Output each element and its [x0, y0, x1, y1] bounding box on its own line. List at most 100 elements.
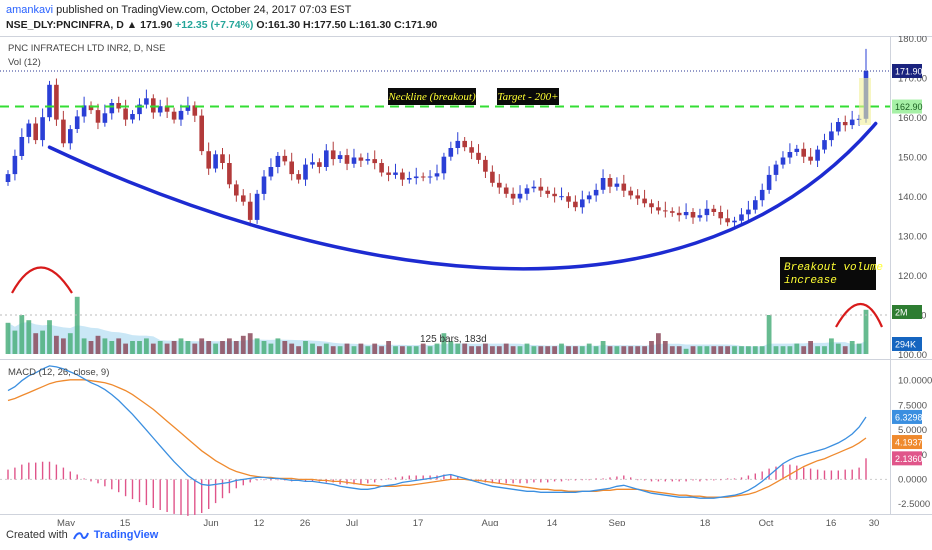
candle-body — [54, 84, 59, 120]
candle-body — [102, 113, 108, 123]
candle-body — [185, 105, 191, 111]
created-with-text: Created with — [6, 529, 68, 541]
macd-histogram-bar — [761, 471, 763, 480]
candle-body — [61, 119, 66, 144]
candle-body — [220, 154, 225, 163]
tradingview-brand[interactable]: TradingView — [93, 529, 159, 541]
macd-histogram-bar — [194, 479, 196, 515]
chart-svg: Neckline (breakout) Target - 200+ Breako… — [0, 36, 932, 526]
candle-body — [26, 123, 32, 137]
volume-bar — [233, 341, 239, 354]
candle-body — [725, 218, 730, 223]
candle-body — [130, 114, 135, 120]
volume-bar — [19, 315, 25, 354]
macd-histogram-bar — [560, 479, 563, 482]
candle-body — [517, 193, 523, 199]
volume-bar — [61, 338, 66, 354]
volume-bar — [552, 346, 557, 354]
macd-histogram-bar — [713, 479, 715, 481]
publish-line: amankavi published on TradingView.com, O… — [6, 4, 351, 16]
volume-bar — [752, 346, 758, 354]
macd-line — [7, 365, 867, 499]
candle-body — [400, 172, 405, 180]
published-text: published on TradingView.com, October 24… — [56, 4, 352, 16]
volume-bar — [842, 346, 848, 354]
candle-body — [635, 195, 640, 199]
volume-bar — [289, 343, 295, 354]
volume-bar — [400, 346, 405, 354]
candle-body — [213, 154, 218, 169]
macd-histogram-bar — [242, 479, 244, 486]
macd-histogram-bar — [720, 479, 722, 481]
macd-histogram-bar — [595, 478, 597, 480]
macd-histogram-bar — [48, 461, 51, 480]
volume-bar — [829, 338, 834, 354]
volume-bar — [586, 343, 592, 354]
candle-body — [275, 155, 281, 167]
x-tick-label: Jun — [203, 518, 218, 526]
candle-body — [241, 195, 246, 202]
macd-histogram-bar — [180, 479, 182, 515]
macd-histogram-bar — [637, 479, 639, 481]
candle-body — [88, 105, 94, 111]
macd-value-label-box — [892, 409, 922, 424]
volume-bar — [517, 346, 523, 354]
candle-body — [490, 171, 495, 183]
macd-histogram-bar — [221, 479, 224, 499]
volume-bar — [794, 343, 800, 354]
candle-body — [289, 161, 294, 175]
candle-body — [310, 162, 315, 165]
volume-bar — [296, 346, 301, 354]
x-tick-label: 26 — [300, 518, 311, 526]
author-link[interactable]: amankavi — [6, 4, 54, 16]
macd-histogram-bar — [401, 476, 404, 480]
volume-bar — [856, 343, 862, 354]
macd-histogram-bar — [574, 479, 577, 481]
volume-max-label: 2M — [895, 308, 908, 318]
candle-body — [718, 212, 723, 219]
volume-arc-left — [11, 266, 73, 294]
volume-bar — [656, 333, 661, 354]
macd-histogram-bar — [304, 479, 307, 482]
macd-histogram-bar — [457, 476, 459, 480]
macd-histogram-bar — [422, 475, 424, 480]
macd-tick-label: -2.5000 — [898, 499, 930, 510]
last-price-label: 171.90 — [895, 66, 923, 76]
volume-bar — [413, 346, 419, 354]
volume-bar — [95, 335, 101, 354]
histogram-value-label: 2.1360 — [895, 454, 923, 464]
macd-histogram-bar — [733, 478, 736, 480]
volume-bar — [344, 343, 350, 354]
volume-bar — [268, 343, 274, 354]
macd-layer — [0, 365, 890, 516]
macd-histogram-bar — [14, 467, 16, 480]
volume-bar — [275, 338, 281, 354]
candle-body — [545, 190, 550, 194]
volume-bar — [732, 346, 737, 354]
volume-bar — [178, 338, 184, 354]
macd-histogram-bar — [28, 462, 30, 480]
candle-body — [801, 148, 806, 157]
candle-body — [116, 103, 121, 109]
candle-body — [773, 164, 779, 175]
volume-bar — [600, 341, 606, 354]
candle-body — [690, 212, 696, 218]
candle-body — [649, 203, 654, 208]
candle-body — [822, 140, 827, 150]
volume-bar — [538, 346, 544, 354]
volume-bar — [109, 341, 115, 354]
macd-histogram-bar — [83, 478, 85, 480]
x-tick-label: 17 — [413, 518, 424, 526]
candle-body — [628, 190, 633, 196]
macd-histogram-bar — [90, 479, 92, 482]
candle-body — [344, 155, 350, 164]
macd-histogram-bar — [706, 479, 708, 481]
candle-body — [746, 209, 751, 215]
volume-bar — [628, 346, 634, 354]
candle-body — [621, 183, 627, 191]
candle-body — [33, 123, 38, 141]
volume-bar — [351, 346, 357, 354]
cup-curve — [47, 121, 878, 271]
candle-body — [109, 103, 115, 114]
macd-histogram-bar — [747, 475, 750, 480]
